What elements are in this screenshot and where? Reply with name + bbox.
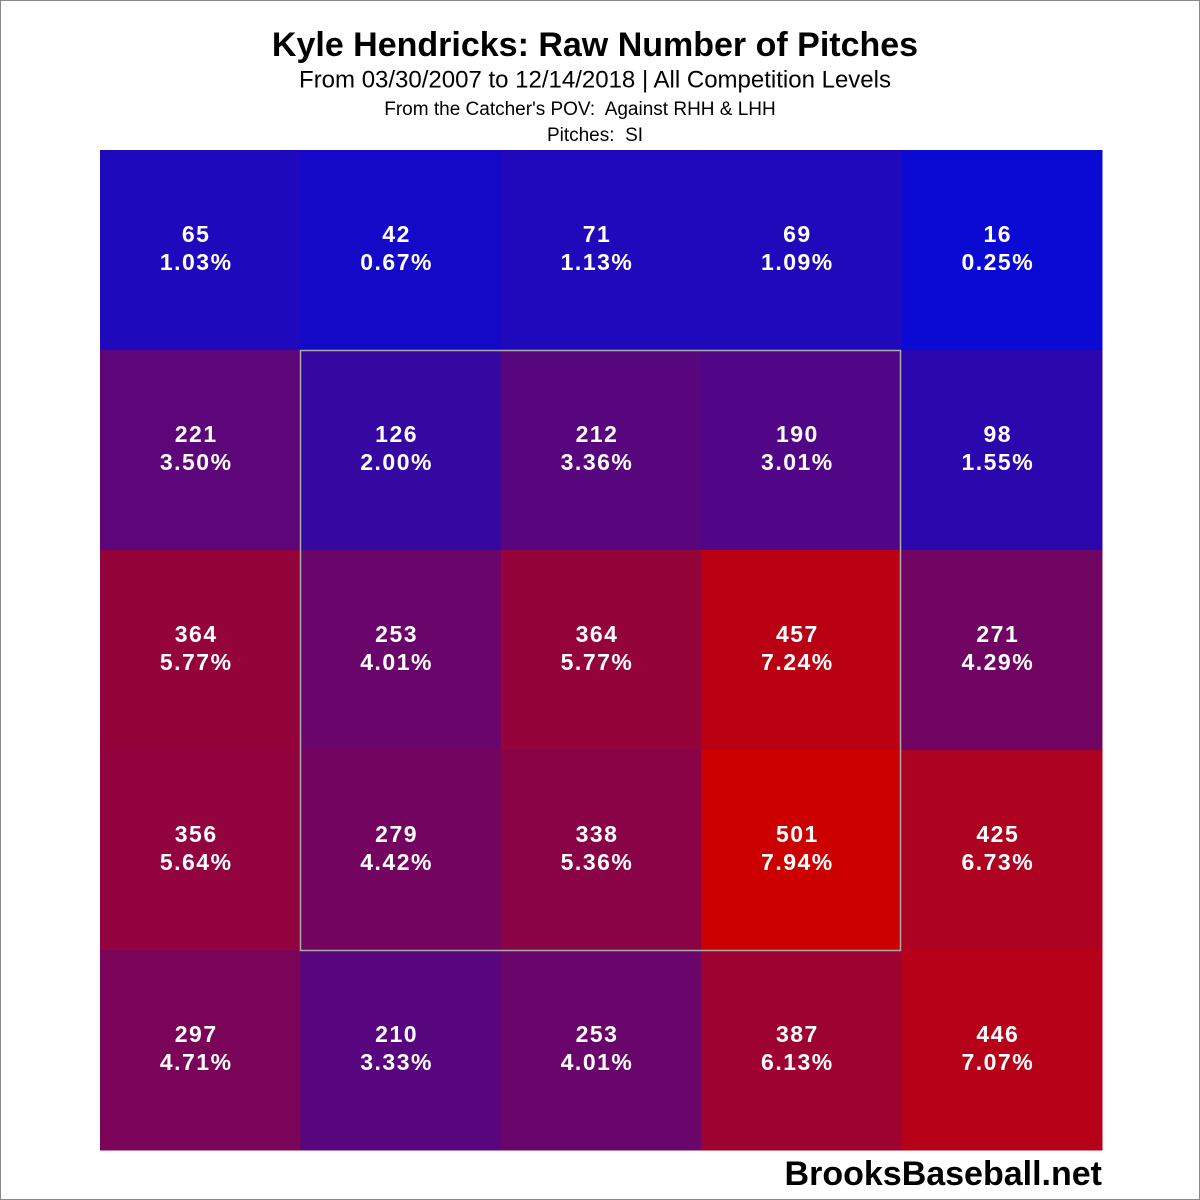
heat-cell: [701, 350, 903, 551]
heat-cell: [100, 150, 301, 351]
cell-count: 98: [984, 421, 1013, 447]
cell-count: 338: [576, 821, 619, 847]
cell-percent: 1.09%: [761, 249, 834, 275]
heat-cell: [500, 750, 702, 951]
heat-cell: [701, 150, 903, 351]
cell-percent: 5.64%: [160, 849, 233, 875]
cell-count: 212: [576, 421, 619, 447]
cell-count: 16: [984, 221, 1013, 247]
heat-cell: [901, 150, 1103, 351]
chart-title: Kyle Hendricks: Raw Number of Pitches: [272, 26, 918, 64]
cell-percent: 4.29%: [961, 649, 1034, 675]
heat-cell: [901, 350, 1103, 551]
chart-subtitle: From 03/30/2007 to 12/14/2018 | All Comp…: [299, 66, 891, 93]
cell-count: 356: [175, 821, 218, 847]
heatmap-grid: 651.03%420.67%711.13%691.09%160.25%2213.…: [100, 150, 1103, 1151]
heat-cell: [300, 750, 502, 951]
heat-cell: [300, 150, 502, 351]
cell-percent: 5.77%: [561, 649, 634, 675]
cell-percent: 2.00%: [360, 449, 433, 475]
cell-percent: 3.01%: [761, 449, 834, 475]
heat-cell: [500, 950, 702, 1151]
cell-count: 279: [375, 821, 418, 847]
heat-cell: [500, 550, 702, 751]
chart-note: From the Catcher's POV: Against RHH & LH…: [384, 99, 776, 120]
cell-percent: 6.73%: [961, 849, 1034, 875]
cell-percent: 0.67%: [360, 249, 433, 275]
cell-percent: 3.33%: [360, 1049, 433, 1075]
cell-count: 425: [976, 821, 1019, 847]
heat-cell: [100, 750, 301, 951]
strike-zone: [299, 349, 902, 952]
cell-percent: 6.13%: [761, 1049, 834, 1075]
heat-cell: [701, 750, 903, 951]
cell-percent: 7.07%: [961, 1049, 1034, 1075]
cell-count: 297: [175, 1021, 218, 1047]
heat-cell: [701, 950, 903, 1151]
cell-count: 190: [776, 421, 819, 447]
heat-cell: [701, 550, 903, 751]
cell-count: 364: [576, 621, 619, 647]
cell-count: 210: [375, 1021, 418, 1047]
cell-count: 69: [783, 221, 812, 247]
cell-count: 446: [976, 1021, 1019, 1047]
heat-cell: [100, 950, 301, 1151]
cell-percent: 3.36%: [561, 449, 634, 475]
heat-cell: [901, 550, 1103, 751]
heat-cell: [901, 750, 1103, 951]
cell-percent: 5.77%: [160, 649, 233, 675]
cell-count: 221: [175, 421, 218, 447]
cell-percent: 1.55%: [961, 449, 1034, 475]
heat-cell: [300, 350, 502, 551]
cell-count: 253: [375, 621, 418, 647]
cell-count: 126: [375, 421, 418, 447]
pitch-type: Pitches: SI: [547, 125, 643, 146]
heat-cell: [500, 350, 702, 551]
heat-cell: [901, 950, 1103, 1151]
cell-percent: 4.42%: [360, 849, 433, 875]
cell-percent: 3.50%: [160, 449, 233, 475]
cell-percent: 0.25%: [961, 249, 1034, 275]
cell-percent: 4.01%: [561, 1049, 634, 1075]
cell-count: 42: [382, 221, 411, 247]
heat-cell: [100, 550, 301, 751]
cell-count: 271: [976, 621, 1019, 647]
cell-percent: 5.36%: [561, 849, 634, 875]
heat-cell: [300, 950, 502, 1151]
cell-percent: 7.94%: [761, 849, 834, 875]
cell-percent: 7.24%: [761, 649, 834, 675]
cell-percent: 4.01%: [360, 649, 433, 675]
cell-count: 71: [583, 221, 612, 247]
cell-count: 364: [175, 621, 218, 647]
heat-cell: [300, 550, 502, 751]
cell-count: 253: [576, 1021, 619, 1047]
source: BrooksBaseball.net: [785, 1155, 1102, 1193]
cell-percent: 1.03%: [160, 249, 233, 275]
cell-count: 457: [776, 621, 819, 647]
heat-cell: [100, 350, 301, 551]
cell-count: 387: [776, 1021, 819, 1047]
cell-count: 65: [182, 221, 211, 247]
cell-count: 501: [776, 821, 819, 847]
heat-cell: [500, 150, 702, 351]
cell-percent: 4.71%: [160, 1049, 233, 1075]
cell-percent: 1.13%: [561, 249, 634, 275]
